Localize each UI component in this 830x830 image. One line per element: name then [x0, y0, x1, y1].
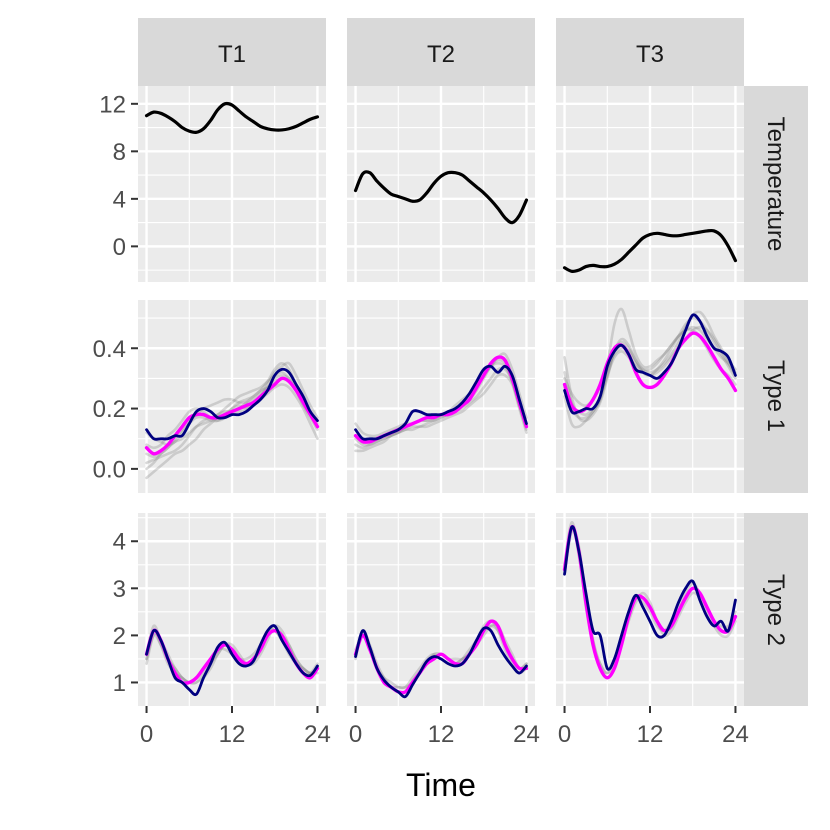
replicate-line	[354, 362, 528, 447]
strip-bg-temperature	[744, 86, 808, 282]
x-tick-label: 24	[304, 721, 331, 748]
panel-temperature-t2	[347, 86, 535, 282]
replicate-line	[145, 374, 319, 459]
x-tick-label: 24	[513, 721, 540, 748]
replicate-line	[354, 372, 528, 453]
y-tick-label: 3	[113, 576, 126, 603]
observed-line	[354, 626, 528, 699]
panel-type-1-t2	[347, 300, 535, 493]
x-tick-label: 0	[558, 721, 571, 748]
x-tick-label: 12	[637, 721, 664, 748]
y-tick-label: 2	[113, 623, 126, 650]
model-line	[562, 331, 738, 414]
x-tick-label: 24	[722, 721, 749, 748]
x-tick-label: 12	[219, 721, 246, 748]
strip-bg-t1	[138, 18, 326, 86]
observed-line	[145, 367, 319, 441]
panel-type-1-t1	[138, 300, 326, 493]
y-tick-label: 4	[113, 529, 126, 556]
replicate-line	[563, 310, 737, 423]
x-axis-title: Time	[406, 767, 476, 803]
strip-label-t1: T1	[218, 41, 246, 68]
panel-temperature-t1	[138, 86, 326, 282]
model-line	[562, 525, 738, 680]
y-tick-label: 1	[113, 670, 126, 697]
x-tick-label: 12	[428, 721, 455, 748]
replicate-line	[145, 361, 319, 447]
observed-line	[563, 313, 737, 415]
y-tick-label: 0.0	[93, 456, 126, 483]
panel-type-2-t1	[138, 513, 326, 706]
strip-label-temperature: Temperature	[762, 117, 789, 252]
panel-type-1-t3	[556, 300, 744, 493]
y-tick-label: 0.4	[93, 336, 126, 363]
panels-layer	[138, 86, 744, 706]
y-tick-label: 12	[99, 91, 126, 118]
model-line	[353, 619, 529, 695]
panel-type-2-t2	[347, 513, 535, 706]
temperature-line	[562, 228, 738, 274]
strip-label-type1: Type 1	[762, 360, 789, 432]
temperature-line	[353, 170, 529, 225]
strip-label-t3: T3	[636, 41, 664, 68]
observed-line	[563, 525, 737, 671]
strip-bg-type1	[744, 300, 808, 493]
replicate-line	[145, 371, 319, 465]
replicate-line	[354, 366, 528, 450]
panel-temperature-t3	[556, 86, 744, 282]
replicate-line	[145, 624, 319, 685]
y-tick-label: 0.2	[93, 396, 126, 423]
x-tick-label: 0	[349, 721, 362, 748]
strip-bg-type2	[744, 513, 808, 706]
temperature-line	[144, 101, 320, 135]
x-tick-label: 0	[140, 721, 153, 748]
y-tick-label: 0	[113, 234, 126, 261]
observed-line	[145, 624, 319, 697]
strip-bg-t3	[556, 18, 744, 86]
strip-label-type2: Type 2	[762, 574, 789, 646]
observed-line	[354, 364, 528, 441]
y-tick-label: 8	[113, 139, 126, 166]
panel-type-2-t3	[556, 513, 744, 706]
replicate-line	[145, 362, 319, 450]
x-axes-layer: 0 12 24 0 12 24 0 12 24	[140, 706, 749, 748]
strip-label-t2: T2	[427, 41, 455, 68]
y-tick-label: 4	[113, 186, 126, 213]
strip-bg-t2	[347, 18, 535, 86]
